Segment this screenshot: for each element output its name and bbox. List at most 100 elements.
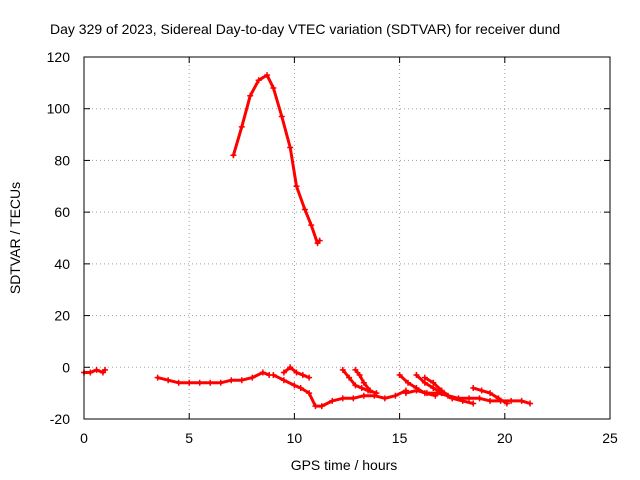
data-point [360, 379, 367, 386]
data-point [392, 392, 399, 399]
data-point [459, 397, 466, 404]
x-tick-label: 25 [602, 430, 618, 446]
series-arc-overlap-7 [470, 384, 510, 407]
data-point [405, 379, 412, 386]
data-point [503, 400, 510, 407]
data-point [381, 395, 388, 402]
x-tick-label: 5 [185, 430, 193, 446]
y-tick-label: 120 [47, 49, 71, 65]
x-axis-label: GPS time / hours [291, 457, 398, 473]
plot-frame [83, 56, 611, 420]
data-point [230, 152, 237, 159]
series-trace [231, 73, 322, 245]
y-tick-label: 40 [54, 256, 70, 272]
data-point [421, 390, 428, 397]
data-point [87, 369, 94, 376]
data-point [329, 397, 336, 404]
data-point [238, 377, 245, 384]
data-point [350, 395, 357, 402]
data-point [413, 372, 420, 379]
data-point [476, 395, 483, 402]
x-tick-label: 0 [80, 430, 88, 446]
x-tick-label: 10 [287, 430, 303, 446]
data-point [478, 387, 485, 394]
data-point [346, 374, 353, 381]
data-point [466, 395, 473, 402]
data-point [430, 384, 437, 391]
data-point [270, 85, 277, 92]
data-point [278, 113, 285, 120]
data-point [470, 384, 477, 391]
tick-labels: 0 5 10 15 20 25 -20 0 20 40 60 80 100 120 [47, 49, 618, 446]
y-tick-label: -20 [50, 411, 70, 427]
series-arc-morning [154, 369, 273, 386]
series-arc-peak [230, 72, 323, 247]
series-arc-overlap-6 [421, 374, 456, 402]
data-point [316, 237, 323, 244]
data-point [367, 387, 374, 394]
data-point [207, 379, 214, 386]
data-point [487, 390, 494, 397]
data-point [508, 397, 515, 404]
data-point [432, 392, 439, 399]
data-point [102, 366, 109, 373]
series-arc-overlap-1 [280, 364, 313, 381]
data-point [373, 390, 380, 397]
data-point [264, 72, 271, 79]
data-point [339, 366, 346, 373]
data-point [255, 77, 262, 84]
data-point [93, 366, 100, 373]
data-point [421, 374, 428, 381]
data-point [287, 144, 294, 151]
y-tick-label: 20 [54, 308, 70, 324]
x-tick-label: 15 [392, 430, 408, 446]
data-point [495, 395, 502, 402]
series-trace [271, 373, 408, 408]
data-point [518, 397, 525, 404]
data-point [228, 377, 235, 384]
data-point [259, 369, 266, 376]
data-point [339, 395, 346, 402]
data-point [293, 183, 300, 190]
data-point [396, 372, 403, 379]
series-arc-overlap-3 [352, 366, 374, 394]
data-point [527, 400, 534, 407]
data-point [301, 206, 308, 213]
data-point [356, 372, 363, 379]
data-point [430, 379, 437, 386]
data-point [280, 377, 287, 384]
data-point [270, 372, 277, 379]
series-trace [423, 376, 454, 400]
y-tick-label: 80 [54, 152, 70, 168]
y-tick-label: 60 [54, 204, 70, 220]
data-points [81, 72, 534, 410]
data-point [249, 374, 256, 381]
data-point [299, 372, 306, 379]
data-point [291, 382, 298, 389]
data-point [306, 390, 313, 397]
data-point [487, 397, 494, 404]
series-arc-early [81, 366, 109, 376]
data-point [306, 374, 313, 381]
x-tick-label: 20 [497, 430, 513, 446]
data-point [360, 392, 367, 399]
data-point [358, 384, 365, 391]
chart-title: Day 329 of 2023, Sidereal Day-to-day VTE… [50, 21, 560, 37]
data-point [297, 384, 304, 391]
y-axis-label: SDTVAR / TECUs [7, 182, 23, 294]
data-point [280, 369, 287, 376]
data-point [402, 390, 409, 397]
series-trace [353, 368, 372, 393]
data-point [413, 384, 420, 391]
data-point [312, 403, 319, 410]
data-point [449, 395, 456, 402]
data-point [308, 222, 315, 229]
data-point [352, 382, 359, 389]
data-point [293, 369, 300, 376]
y-tick-label: 100 [47, 101, 71, 117]
data-point [352, 366, 359, 373]
data-point [421, 379, 428, 386]
data-point [438, 387, 445, 394]
data-point [238, 123, 245, 130]
data-point [165, 377, 172, 384]
